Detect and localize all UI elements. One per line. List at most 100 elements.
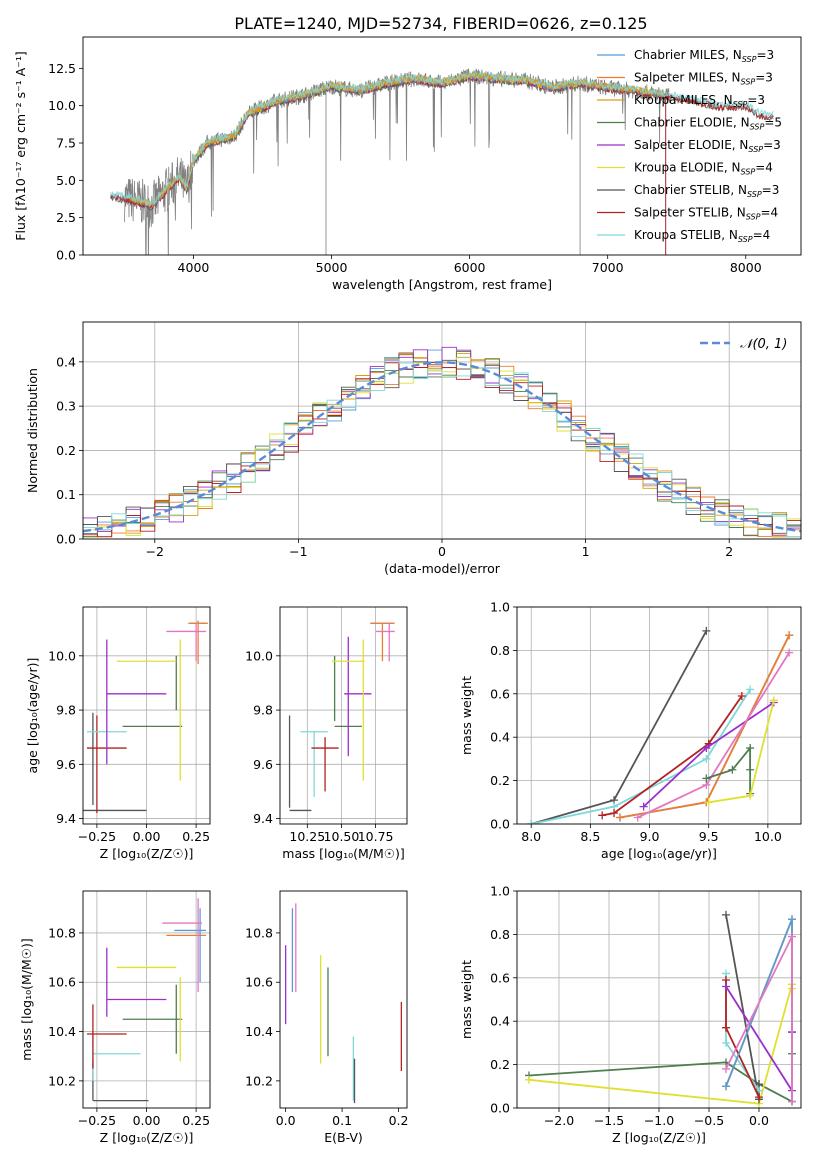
mass-weight-point <box>598 811 607 820</box>
y-tick-label: 9.6 <box>253 757 273 772</box>
legend-entry: Kroupa ELODIE, NSSP=4 <box>634 161 773 177</box>
y-tick-label: 0.0 <box>56 532 76 547</box>
axes-frame <box>82 321 802 540</box>
y-axis-label: mass [log₁₀(M/M☉)] <box>19 938 34 1060</box>
mass-weight-series <box>706 745 751 794</box>
y-tick-label: 10.6 <box>245 975 273 990</box>
mass-weight-point <box>722 1082 730 1091</box>
mass-weight-lines <box>525 910 796 1108</box>
mass-weight-point <box>702 754 711 763</box>
y-tick-label: 10.4 <box>48 1024 76 1039</box>
x-tick-label: 0.25 <box>182 1113 210 1128</box>
mass-weight-point <box>746 791 755 800</box>
mass-weight-point <box>610 809 619 818</box>
chart-age-vs-Z: −0.25 0.00 0.25 9.4 9.6 9.8 10.0 Z [log₁₀(Z/Z☉)… <box>25 606 211 861</box>
x-tick-label: −1 <box>289 544 307 559</box>
mass-weight-point <box>746 744 755 753</box>
residual-histogram <box>83 361 801 538</box>
x-axis-label: Z [log₁₀(Z/Z☉)] <box>612 1130 706 1145</box>
y-tick-label: 0.3 <box>56 399 76 414</box>
axes-root: 4000 5000 6000 7000 80000.02.55.07.510.012.5… <box>13 36 802 1145</box>
legend-entry: Chabrier MILES, NSSP=3 <box>634 48 774 64</box>
mass-weight-series <box>528 984 793 1105</box>
mass-weight-series <box>530 630 708 824</box>
x-axis-label: wavelength [Angstrom, rest frame] <box>332 277 552 292</box>
mass-weight-point <box>527 820 536 824</box>
x-axis-label: Z [log₁₀(Z/Z☉)] <box>100 1130 194 1145</box>
x-tick-label: 5000 <box>316 260 348 275</box>
y-tick-label: 9.8 <box>253 703 273 718</box>
axes-frame <box>516 606 802 825</box>
legend-entry: Salpeter STELIB, NSSP=4 <box>634 206 778 222</box>
mass-weight-point <box>704 798 713 807</box>
x-tick-label: 0.1 <box>332 1113 352 1128</box>
y-tick-label: 1.0 <box>490 600 510 615</box>
chart-mass-vs-Z: −0.25 0.00 0.25 10.2 10.4 10.6 10.8 Z [log₁₀(Z/… <box>19 890 211 1145</box>
y-tick-label: 0.2 <box>490 1057 510 1072</box>
x-tick-label: 8.0 <box>521 829 541 844</box>
y-tick-label: 12.5 <box>48 61 76 76</box>
y-tick-label: 10.8 <box>245 925 273 940</box>
x-axis-label: age [log₁₀(age/yr)] <box>601 846 717 861</box>
mass-weight-point <box>525 1075 533 1084</box>
mass-weight-series <box>531 689 751 824</box>
mass-weight-point <box>769 696 778 705</box>
residual-legend: 𝒩(0, 1) <box>700 337 787 352</box>
x-axis-label: E(B-V) <box>324 1130 363 1145</box>
y-tick-label: 0.4 <box>490 730 510 745</box>
mass-weight-series <box>637 652 790 819</box>
y-axis-label: Normed distribution <box>25 368 40 493</box>
legend-entry: Salpeter MILES, NSSP=3 <box>634 71 773 87</box>
y-tick-label: 10.8 <box>48 925 76 940</box>
mass-weight-point <box>755 1093 763 1102</box>
mass-weight-point <box>788 932 796 941</box>
y-tick-label: 2.5 <box>56 210 76 225</box>
axes-frame <box>279 606 408 825</box>
y-tick-label: 0.0 <box>490 817 510 832</box>
y-tick-label: 0.1 <box>56 487 76 502</box>
figure-title: PLATE=1240, MJD=52734, FIBERID=0626, z=0… <box>234 14 647 33</box>
x-tick-label: 10.0 <box>754 829 782 844</box>
model-line-kroupa-elodie <box>179 72 581 192</box>
y-tick-label: 10.0 <box>245 648 273 663</box>
y-axis-label: mass weight <box>459 676 474 755</box>
mass-weight-series <box>708 700 775 804</box>
mass-weight-point <box>788 915 796 924</box>
mass-weight-point <box>615 813 624 822</box>
y-axis-label: mass weight <box>459 960 474 1039</box>
x-tick-label: 9.0 <box>640 829 660 844</box>
axes-frame <box>82 890 211 1109</box>
spectrum-lines <box>110 68 774 255</box>
y-tick-label: 0.6 <box>490 686 510 701</box>
y-tick-label: 0.2 <box>490 773 510 788</box>
y-axis-label: Flux [fλ10⁻¹⁷ erg cm⁻² s⁻¹ A⁻¹] <box>13 51 28 240</box>
y-tick-label: 9.4 <box>56 811 76 826</box>
y-tick-label: 0.8 <box>490 643 510 658</box>
mass-weight-point <box>746 765 755 774</box>
chart-mass-vs-ebv: 0.0 0.1 0.2 10.2 10.4 10.6 10.8 E(B-V) <box>245 890 408 1145</box>
y-tick-label: 9.4 <box>253 811 273 826</box>
legend-entry: 𝒩(0, 1) <box>740 337 787 352</box>
axes-frame <box>279 890 408 1109</box>
x-tick-label: −1.5 <box>594 1113 624 1128</box>
y-tick-label: 10.0 <box>48 648 76 663</box>
chart-massweight-vs-age: 8.0 8.5 9.0 9.5 10.0 0.0 0.2 0.4 0.6 0.8 1.0 age [l… <box>459 600 802 861</box>
y-tick-label: 0.2 <box>56 443 76 458</box>
y-tick-label: 5.0 <box>56 173 76 188</box>
errorbars <box>284 903 403 1104</box>
y-tick-label: 1.0 <box>490 884 510 899</box>
x-tick-label: 9.5 <box>699 829 719 844</box>
y-tick-label: 0.4 <box>490 1014 510 1029</box>
mass-weight-point <box>702 744 711 753</box>
mass-weight-point <box>702 626 711 635</box>
mass-weight-point <box>746 685 755 694</box>
legend-entry: Kroupa STELIB, NSSP=4 <box>634 228 770 244</box>
axes-frame <box>516 890 802 1109</box>
x-tick-label: 0.00 <box>133 829 161 844</box>
mass-weight-point <box>737 691 746 700</box>
chart-residuals: −2 −1 0 1 2 0.0 0.1 0.2 0.3 0.4 (data-model)/error… <box>25 321 802 576</box>
mass-weight-point <box>722 982 730 991</box>
spectrum-legend: Chabrier MILES, NSSP=3 Salpeter MILES, NS… <box>597 48 782 244</box>
y-tick-label: 10.0 <box>48 98 76 113</box>
